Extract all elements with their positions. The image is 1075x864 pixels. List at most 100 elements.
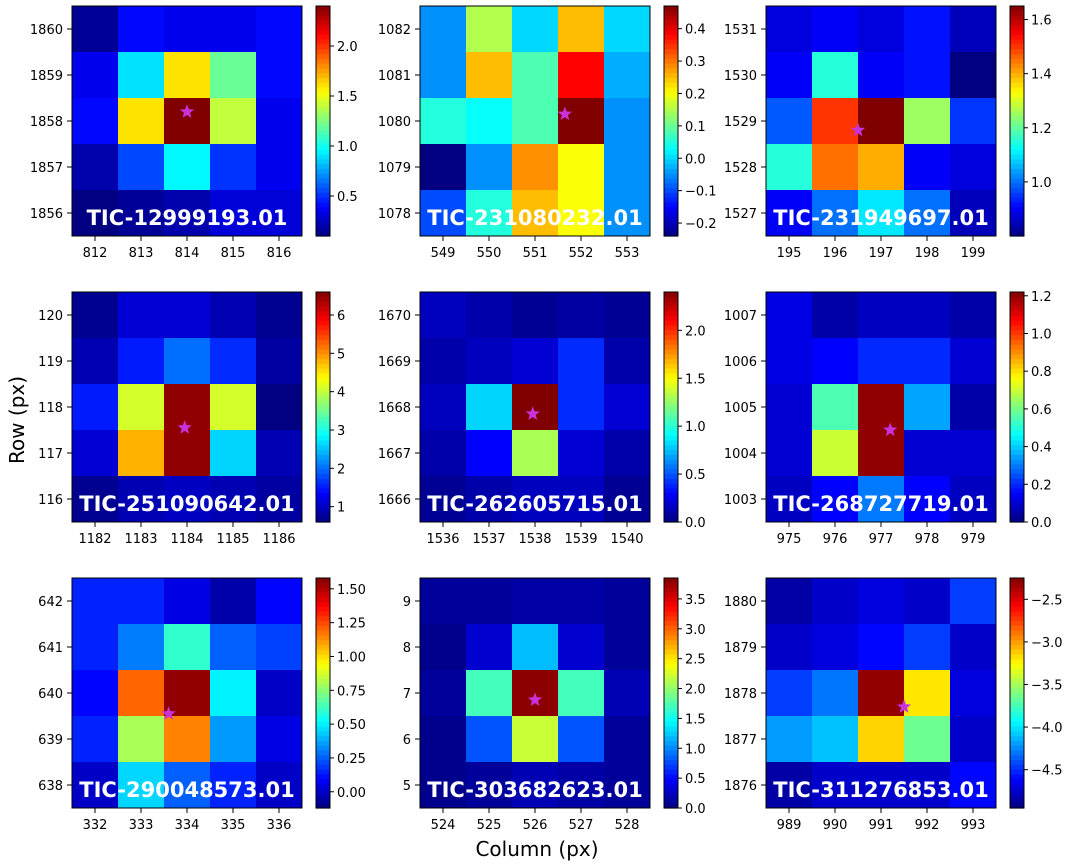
heatmap-cell xyxy=(512,384,559,431)
y-tick-label: 641 xyxy=(38,641,63,656)
heatmap-cell xyxy=(72,144,119,191)
heatmap-cell xyxy=(420,144,467,191)
colorbar-segment xyxy=(316,764,330,771)
colorbar-tick-label: 0.0 xyxy=(685,516,706,531)
heatmap-cell xyxy=(164,430,211,477)
x-tick-label: 550 xyxy=(477,246,502,261)
heatmap-cell xyxy=(950,716,997,763)
colorbar-segment xyxy=(316,63,330,69)
colorbar-segment xyxy=(316,798,330,804)
heatmap-cell xyxy=(466,670,513,717)
heatmap-cell xyxy=(118,52,165,99)
colorbar-segment xyxy=(1010,630,1024,637)
colorbar-segment xyxy=(316,474,330,480)
colorbar-segment xyxy=(664,483,678,490)
colorbar-segment xyxy=(1010,97,1024,103)
x-tick-label: 1184 xyxy=(170,532,203,547)
colorbar-segment xyxy=(1010,44,1024,50)
colorbar-segment xyxy=(316,34,330,41)
colorbar-segment xyxy=(664,640,678,646)
colorbar-segment xyxy=(664,392,678,399)
colorbar-segment xyxy=(664,578,678,584)
heatmap-cell xyxy=(210,670,257,717)
colorbar-tick-label: 1.50 xyxy=(337,583,366,598)
colorbar-segment xyxy=(664,320,678,327)
heatmap-cell xyxy=(164,716,211,763)
heatmap-cell xyxy=(512,6,559,53)
colorbar-segment xyxy=(664,53,678,60)
colorbar-segment xyxy=(664,63,678,69)
colorbar-segment xyxy=(664,349,678,355)
colorbar-segment xyxy=(1010,159,1024,165)
colorbar-tick-label: 3 xyxy=(337,424,345,439)
heatmap-cell xyxy=(604,476,651,523)
x-tick-label: 1183 xyxy=(124,532,157,547)
colorbar-segment xyxy=(664,517,678,523)
colorbar-segment xyxy=(664,15,678,21)
y-tick-label: 1880 xyxy=(724,595,757,610)
heatmap-cell xyxy=(858,578,905,625)
colorbar-segment xyxy=(316,373,330,379)
colorbar-segment xyxy=(316,440,330,446)
colorbar-segment xyxy=(316,149,330,156)
colorbar-segment xyxy=(1010,101,1024,108)
colorbar-segment xyxy=(316,517,330,523)
heatmap-cell xyxy=(420,6,467,53)
x-tick-label: 1539 xyxy=(564,532,597,547)
colorbar-segment xyxy=(316,92,330,98)
colorbar-segment xyxy=(664,164,678,170)
heatmap-cell xyxy=(164,144,211,191)
heatmap-cell xyxy=(72,98,119,145)
heatmap-cell xyxy=(210,476,257,523)
colorbar-segment xyxy=(664,450,678,456)
heatmap-cell xyxy=(72,578,119,625)
heatmap-cell xyxy=(466,6,513,53)
x-tick-label: 527 xyxy=(569,818,594,833)
x-tick-label: 1538 xyxy=(518,532,551,547)
colorbar-tick-label: 0.50 xyxy=(337,718,366,733)
heatmap-panel: TIC-311276853.01 989 990 991 992 993 1880 1879 1… xyxy=(724,577,1063,833)
heatmap-cell xyxy=(210,384,257,431)
colorbar-segment xyxy=(1010,798,1024,804)
colorbar-tick-label: 2 xyxy=(337,462,345,477)
heatmap-cell xyxy=(512,144,559,191)
heatmap-cell xyxy=(72,52,119,99)
colorbar-tick-label: 0.0 xyxy=(1031,516,1052,531)
colorbar-segment xyxy=(1010,77,1024,84)
colorbar-segment xyxy=(1010,760,1024,766)
heatmap-cell xyxy=(210,578,257,625)
colorbar-segment xyxy=(664,130,678,136)
y-tick-label: 119 xyxy=(38,355,63,370)
colorbar-segment xyxy=(1010,774,1024,780)
colorbar-segment xyxy=(664,216,678,223)
colorbar-segment xyxy=(1010,292,1024,298)
colorbar-segment xyxy=(1010,140,1024,146)
colorbar-frame xyxy=(663,577,679,809)
heatmap-cell xyxy=(904,292,951,339)
colorbar-segment xyxy=(316,669,330,675)
colorbar-tick-label: 1.0 xyxy=(685,420,706,435)
y-tick-label: 1004 xyxy=(724,447,757,462)
colorbar-tick-label: 0.5 xyxy=(685,772,706,787)
heatmap-cell xyxy=(950,98,997,145)
heatmap-cell xyxy=(164,476,211,523)
x-tick-label: 528 xyxy=(615,818,640,833)
colorbar-segment xyxy=(316,640,330,646)
heatmap-cell xyxy=(72,476,119,523)
colorbar-segment xyxy=(316,53,330,60)
colorbar-segment xyxy=(316,621,330,627)
y-tick-label: 117 xyxy=(38,447,63,462)
colorbar-segment xyxy=(1010,82,1024,89)
heatmap-cell xyxy=(558,52,605,99)
colorbar-segment xyxy=(664,49,678,55)
colorbar-tick-label: 4 xyxy=(337,386,345,401)
colorbar-segment xyxy=(664,678,678,685)
y-tick-label: 1005 xyxy=(724,401,757,416)
colorbar-segment xyxy=(316,325,330,331)
x-tick-label: 816 xyxy=(267,246,292,261)
colorbar-segment xyxy=(316,87,330,93)
heatmap-cell xyxy=(558,6,605,53)
y-tick-label: 118 xyxy=(38,401,63,416)
colorbar-segment xyxy=(316,416,330,422)
colorbar-segment xyxy=(316,512,330,518)
